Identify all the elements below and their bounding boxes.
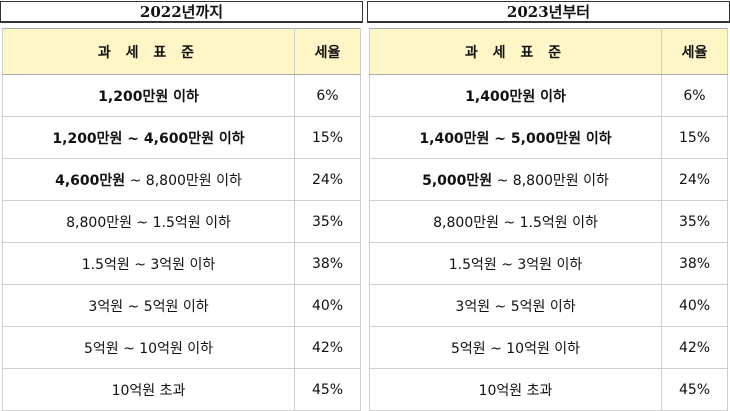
- tax-rate-cell: 24%: [294, 158, 361, 201]
- tax-rate-cell: 42%: [661, 326, 728, 369]
- header-tax-base: 과 세 표 준: [369, 28, 662, 75]
- tax-base-bold-text: 1,200만원 ~ 4,600만원 이하: [52, 130, 245, 147]
- table-row: 3억원 ~ 5억원 이하 40%: [369, 284, 728, 327]
- tax-base-cell: 5억원 ~ 10억원 이하: [369, 326, 662, 369]
- tax-table-2022: 2022년까지 과 세 표 준 세율 1,200만원 이하 6% 1,200만원 ~…: [0, 0, 363, 411]
- header-tax-base: 과 세 표 준: [2, 28, 295, 75]
- tax-base-bold-text: 4,600만원: [55, 172, 126, 189]
- tax-base-text: 3억원 ~ 5억원 이하: [88, 298, 209, 315]
- tax-base-cell: 1,200만원 이하: [2, 74, 295, 117]
- tax-base-bold-text: 5,000만원: [422, 172, 493, 189]
- tax-rate-cell: 6%: [294, 74, 361, 117]
- table-title: 2022년까지: [0, 1, 363, 23]
- tax-base-text: 5억원 ~ 10억원 이하: [450, 340, 581, 357]
- tax-rate-cell: 35%: [294, 200, 361, 243]
- tax-base-text: 8,800만원 ~ 1.5억원 이하: [433, 214, 598, 231]
- table-title-wrap: 2023년부터: [367, 0, 730, 24]
- tax-base-cell: 3억원 ~ 5억원 이하: [369, 284, 662, 327]
- tax-base-text: 8,800만원 ~ 1.5억원 이하: [66, 214, 231, 231]
- tax-base-cell: 10억원 초과: [369, 368, 662, 411]
- tax-base-cell: 10억원 초과: [2, 368, 295, 411]
- tax-base-cell: 5억원 ~ 10억원 이하: [2, 326, 295, 369]
- tax-base-text: 10억원 초과: [478, 382, 553, 399]
- tax-base-bold-text: 1,400만원 ~ 5,000만원 이하: [419, 130, 612, 147]
- header-tax-rate: 세율: [661, 28, 728, 75]
- tax-base-text: ~ 8,800만원 이하: [492, 172, 609, 189]
- table-row: 5,000만원 ~ 8,800만원 이하 24%: [369, 158, 728, 201]
- tax-rate-cell: 40%: [294, 284, 361, 327]
- table-row: 1,400만원 이하 6%: [369, 74, 728, 117]
- table-row: 5억원 ~ 10억원 이하 42%: [2, 326, 361, 369]
- tax-base-text: 3억원 ~ 5억원 이하: [455, 298, 576, 315]
- tax-base-cell: 8,800만원 ~ 1.5억원 이하: [369, 200, 662, 243]
- tax-base-bold-text: 1,400만원 이하: [465, 88, 566, 105]
- header-row: 과 세 표 준 세율: [2, 28, 361, 75]
- table-title: 2023년부터: [367, 1, 730, 23]
- tax-base-text: 10억원 초과: [111, 382, 186, 399]
- table-row: 3억원 ~ 5억원 이하 40%: [2, 284, 361, 327]
- tax-rate-cell: 38%: [294, 242, 361, 285]
- header-tax-rate: 세율: [294, 28, 361, 75]
- tax-base-cell: 1,400만원 이하: [369, 74, 662, 117]
- table-title-wrap: 2022년까지: [0, 0, 363, 24]
- tax-base-cell: 1.5억원 ~ 3억원 이하: [369, 242, 662, 285]
- tax-rate-cell: 40%: [661, 284, 728, 327]
- tax-base-text: 5억원 ~ 10억원 이하: [83, 340, 214, 357]
- tax-base-cell: 8,800만원 ~ 1.5억원 이하: [2, 200, 295, 243]
- tax-rate-table: 과 세 표 준 세율 1,200만원 이하 6% 1,200만원 ~ 4,600만원…: [2, 28, 361, 411]
- tax-rate-cell: 6%: [661, 74, 728, 117]
- table-row: 1.5억원 ~ 3억원 이하 38%: [369, 242, 728, 285]
- tax-rate-cell: 24%: [661, 158, 728, 201]
- tax-base-cell: 1,400만원 ~ 5,000만원 이하: [369, 116, 662, 159]
- table-row: 10억원 초과 45%: [2, 368, 361, 411]
- table-row: 10억원 초과 45%: [369, 368, 728, 411]
- table-row: 5억원 ~ 10억원 이하 42%: [369, 326, 728, 369]
- tax-base-cell: 5,000만원 ~ 8,800만원 이하: [369, 158, 662, 201]
- tax-rate-cell: 15%: [661, 116, 728, 159]
- table-body: 1,400만원 이하 6% 1,400만원 ~ 5,000만원 이하 15% 5,000…: [369, 74, 728, 411]
- tax-base-text: 1.5억원 ~ 3억원 이하: [81, 256, 216, 273]
- tax-base-cell: 3억원 ~ 5억원 이하: [2, 284, 295, 327]
- tax-base-text: ~ 8,800만원 이하: [125, 172, 242, 189]
- tax-base-cell: 4,600만원 ~ 8,800만원 이하: [2, 158, 295, 201]
- tax-rate-cell: 45%: [661, 368, 728, 411]
- tax-table-2023: 2023년부터 과 세 표 준 세율 1,400만원 이하 6% 1,400만원 ~…: [367, 0, 730, 411]
- table-row: 8,800만원 ~ 1.5억원 이하 35%: [2, 200, 361, 243]
- table-row: 8,800만원 ~ 1.5억원 이하 35%: [369, 200, 728, 243]
- table-row: 1,200만원 이하 6%: [2, 74, 361, 117]
- table-row: 1.5억원 ~ 3억원 이하 38%: [2, 242, 361, 285]
- tax-rate-cell: 45%: [294, 368, 361, 411]
- tax-base-cell: 1,200만원 ~ 4,600만원 이하: [2, 116, 295, 159]
- tax-base-cell: 1.5억원 ~ 3억원 이하: [2, 242, 295, 285]
- tax-rate-table: 과 세 표 준 세율 1,400만원 이하 6% 1,400만원 ~ 5,000만원…: [369, 28, 728, 411]
- tax-base-bold-text: 1,200만원 이하: [98, 88, 199, 105]
- tax-rate-cell: 35%: [661, 200, 728, 243]
- table-row: 4,600만원 ~ 8,800만원 이하 24%: [2, 158, 361, 201]
- header-row: 과 세 표 준 세율: [369, 28, 728, 75]
- table-row: 1,200만원 ~ 4,600만원 이하 15%: [2, 116, 361, 159]
- tax-rate-cell: 15%: [294, 116, 361, 159]
- table-row: 1,400만원 ~ 5,000만원 이하 15%: [369, 116, 728, 159]
- tax-base-text: 1.5억원 ~ 3억원 이하: [448, 256, 583, 273]
- table-body: 1,200만원 이하 6% 1,200만원 ~ 4,600만원 이하 15% 4,600…: [2, 74, 361, 411]
- tax-rate-cell: 38%: [661, 242, 728, 285]
- tax-rate-cell: 42%: [294, 326, 361, 369]
